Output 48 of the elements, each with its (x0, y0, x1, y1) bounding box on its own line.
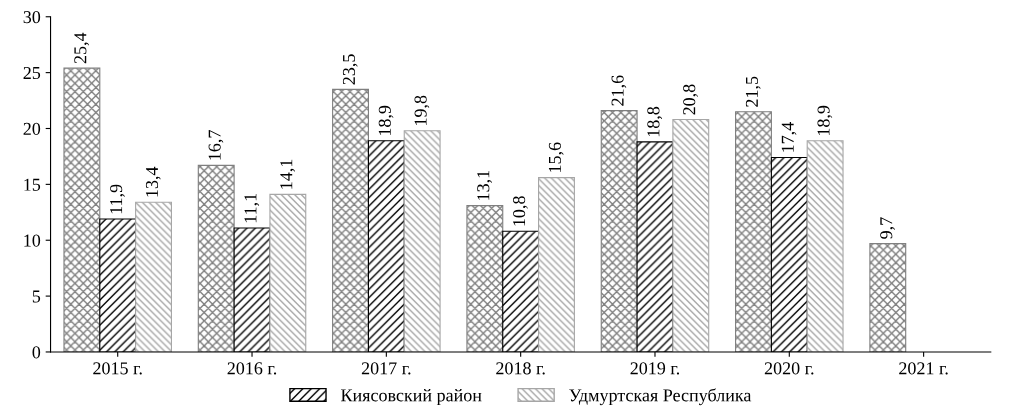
x-tick-label: 2021 г. (899, 362, 948, 375)
bar (869, 243, 907, 352)
bar (806, 140, 844, 352)
x-tick-label: 2020 г. (764, 362, 814, 375)
bar (600, 110, 638, 352)
bar (403, 130, 441, 352)
x-tick-label: 2015 г. (93, 362, 142, 375)
x-tick-label: 2018 г. (496, 362, 545, 375)
bar (466, 205, 504, 352)
bar (672, 118, 710, 352)
data-label: 21,6 (611, 75, 627, 106)
y-tick-label: 30 (23, 11, 41, 24)
bar (63, 67, 101, 352)
data-label: 25,4 (74, 32, 90, 64)
data-label: 23,5 (342, 54, 358, 85)
data-label: 18,9 (817, 105, 833, 136)
y-tick-label: 15 (24, 178, 41, 191)
x-tick-label: 2016 г. (227, 362, 277, 375)
bar (269, 193, 307, 352)
bar (735, 111, 772, 352)
data-label: 16,7 (208, 130, 224, 160)
x-tick-label: 2019 г. (630, 362, 680, 375)
data-label: 18,8 (647, 106, 663, 137)
data-label: 14,1 (280, 159, 295, 189)
bar (197, 164, 235, 352)
data-label: 9,7 (880, 217, 895, 239)
data-label: 20,8 (683, 84, 698, 115)
legend-label: Удмуртская Республика (569, 388, 752, 406)
legend-label: Киясовский район (341, 388, 482, 406)
bar (332, 88, 369, 352)
y-tick-label: 10 (24, 234, 41, 247)
y-tick-label: 5 (32, 290, 41, 303)
bar (538, 177, 575, 352)
x-tick-label: 2017 г. (361, 362, 411, 375)
y-tick-label: 0 (32, 346, 41, 359)
y-tick-label: 25 (23, 66, 41, 80)
data-label: 13,4 (145, 166, 161, 197)
data-label: 15,6 (548, 142, 564, 172)
data-label: 13,1 (477, 170, 492, 200)
data-label: 21,5 (745, 76, 761, 107)
data-label: 19,8 (414, 95, 430, 125)
data-label: 18,9 (378, 105, 394, 136)
y-tick-label: 20 (23, 122, 41, 135)
bar (135, 201, 172, 352)
data-label: 17,4 (781, 122, 797, 152)
data-label: 11,9 (110, 184, 125, 214)
data-label: 10,8 (513, 196, 528, 226)
data-label: 11,1 (244, 193, 260, 223)
